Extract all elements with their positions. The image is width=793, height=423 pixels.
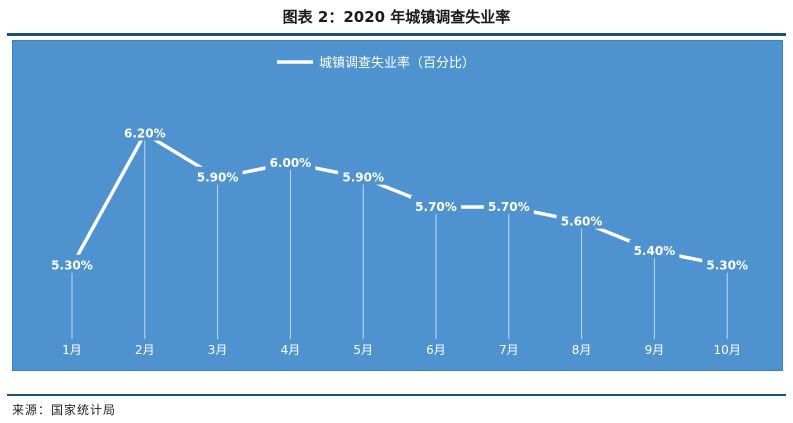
data-label-text: 5.40% <box>634 244 676 258</box>
data-label: 6.00% <box>265 152 316 170</box>
data-label-text: 5.60% <box>561 215 603 229</box>
data-label: 6.20% <box>119 122 170 141</box>
data-label: 5.30% <box>702 254 753 273</box>
x-tick-label: 2月 <box>135 343 155 357</box>
data-label-text: 5.90% <box>342 171 384 185</box>
data-label-background <box>338 166 389 185</box>
x-tick-label: 8月 <box>572 343 592 357</box>
x-tick-label: 9月 <box>645 343 665 357</box>
line-chart: 城镇调查失业率（百分比） 5.30% 6.20% 5.90% 6.00% 5.90% 5.… <box>47 55 753 357</box>
data-label-text: 6.00% <box>270 156 312 170</box>
bottom-rule <box>7 394 786 396</box>
data-label-background <box>119 122 170 141</box>
data-label: 5.40% <box>629 240 680 258</box>
data-label-text: 5.70% <box>415 200 457 214</box>
data-label-text: 5.30% <box>706 259 748 273</box>
data-label-background <box>47 254 97 273</box>
data-label: 5.70% <box>483 196 534 214</box>
data-label-text: 5.30% <box>51 259 93 273</box>
x-tick-label: 5月 <box>353 343 373 357</box>
x-tick-label: 3月 <box>208 343 228 357</box>
x-tick-label: 10月 <box>714 343 741 357</box>
source-note: 来源：国家统计局 <box>12 403 117 417</box>
data-label-text: 6.20% <box>124 127 166 141</box>
series-line <box>70 131 729 268</box>
data-label-background <box>556 210 607 229</box>
figure-title: 图表 2：2020 年城镇调查失业率 <box>282 8 511 26</box>
data-label-background <box>702 254 753 273</box>
x-tick-label: 1月 <box>62 343 82 357</box>
data-label: 5.90% <box>338 166 389 185</box>
data-label-background <box>483 196 534 214</box>
x-tick-label: 4月 <box>281 343 301 357</box>
data-label-background <box>265 152 316 170</box>
data-label: 5.70% <box>411 196 461 214</box>
data-label-background <box>411 196 461 214</box>
chart-legend: 城镇调查失业率（百分比） <box>277 55 475 71</box>
data-label-background <box>629 240 680 258</box>
data-label-background <box>192 166 243 185</box>
top-rule <box>7 33 786 36</box>
x-tick-label: 7月 <box>499 343 519 357</box>
data-label: 5.90% <box>192 166 243 185</box>
legend-label: 城镇调查失业率（百分比） <box>319 55 475 71</box>
data-label-text: 5.70% <box>488 200 530 214</box>
data-label: 5.30% <box>47 254 97 273</box>
data-label-text: 5.90% <box>197 171 239 185</box>
x-tick-label: 6月 <box>426 343 446 357</box>
chart-area: 城镇调查失业率（百分比） 5.30% 6.20% 5.90% 6.00% 5.90% 5.… <box>12 40 783 371</box>
data-label: 5.60% <box>556 210 607 229</box>
